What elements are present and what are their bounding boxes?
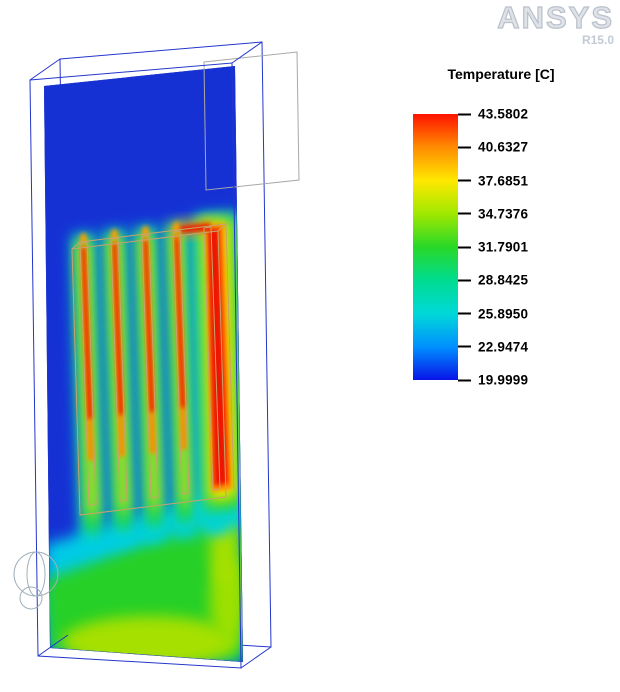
- legend-tick: 40.6327: [458, 140, 528, 155]
- tick-label: 31.7901: [478, 239, 529, 255]
- legend-tick: 25.8950: [458, 306, 528, 321]
- tick-line: [458, 279, 471, 282]
- legend-tick: 37.6851: [458, 173, 528, 188]
- tick-label: 28.8425: [478, 272, 529, 288]
- tick-label: 34.7376: [478, 206, 529, 222]
- fin-array: [71, 212, 243, 550]
- tick-line: [458, 246, 471, 248]
- tick-label: 22.9474: [478, 339, 529, 355]
- legend-tick: 34.7376: [458, 206, 528, 221]
- tick-line: [458, 345, 471, 348]
- enclosure-wireframe-front: [29, 41, 272, 669]
- contour-3d-view: [13, 41, 300, 669]
- tick-line: [458, 113, 471, 115]
- tick-line: [458, 146, 471, 149]
- tick-line: [458, 379, 471, 381]
- main-plume: [172, 212, 243, 530]
- inlet-sphere: [13, 551, 59, 610]
- legend-tick: 22.9474: [458, 339, 528, 354]
- tick-line: [458, 312, 471, 315]
- vent-outline: [203, 51, 300, 191]
- legend-ticks: 43.5802 40.6327 37.6851 34.7376 31.7901 28.84…: [458, 107, 598, 388]
- fin-bounding-wirebox: [71, 223, 235, 516]
- tick-label: 37.6851: [478, 173, 529, 188]
- contour-slice: [44, 66, 243, 662]
- tick-line: [458, 212, 471, 215]
- legend-tick: 19.9999: [458, 373, 528, 388]
- legend-colorbar: [413, 114, 458, 380]
- legend-tick: 28.8425: [458, 273, 528, 288]
- tick-line: [458, 179, 471, 182]
- ansys-release-label: R15.0: [581, 33, 614, 47]
- tick-label: 25.8950: [478, 306, 529, 321]
- ansys-logo: ANSYS: [497, 0, 614, 35]
- legend-tick: 43.5802: [458, 107, 528, 122]
- tick-label: 40.6327: [478, 139, 529, 155]
- tick-label: 43.5802: [478, 106, 529, 122]
- ansys-watermark: ANSYS R15.0: [497, 0, 614, 47]
- legend-tick: 31.7901: [458, 240, 528, 255]
- tick-label: 19.9999: [478, 372, 529, 388]
- legend-title: Temperature [C]: [447, 66, 555, 82]
